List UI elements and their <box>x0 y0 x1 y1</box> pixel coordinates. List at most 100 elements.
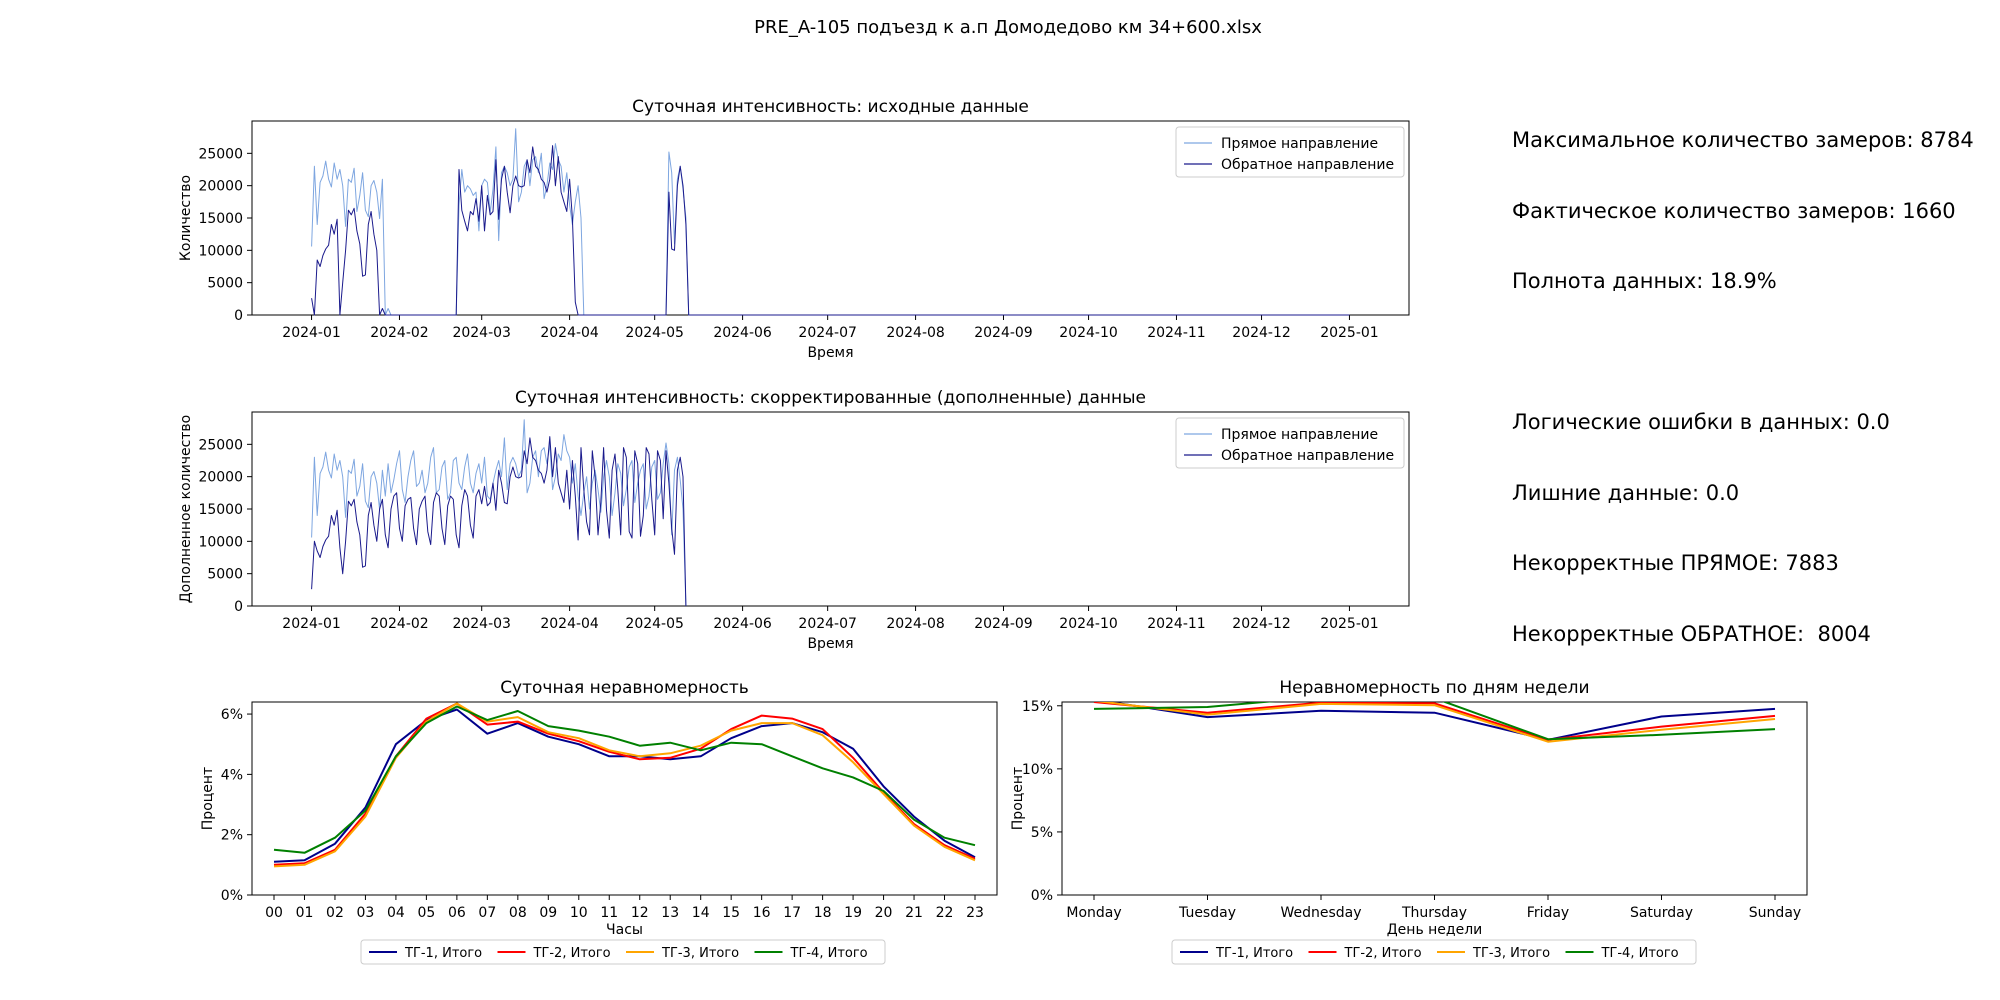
series-line-ТГ-4, Итого <box>1093 702 1776 741</box>
x-tick-label: 08 <box>509 905 527 921</box>
y-axis-label: Процент <box>200 767 216 830</box>
x-tick-label: 12 <box>631 905 649 921</box>
stats-panel: Максимальное количество замеров: 8784 Фа… <box>1512 82 1974 670</box>
x-tick-label: Tuesday <box>1178 905 1236 921</box>
x-tick-label: 2024-10 <box>1059 325 1118 341</box>
legend-box <box>1175 126 1405 178</box>
x-tick-label: Sunday <box>1749 905 1801 921</box>
y-tick-label: 0% <box>221 888 243 904</box>
x-tick-label: 16 <box>753 905 771 921</box>
x-tick-label: 2024-12 <box>1232 616 1291 632</box>
x-tick-label: 2024-12 <box>1232 325 1291 341</box>
stat-max-measurements: Максимальное количество замеров: 8784 <box>1512 128 1974 152</box>
legend-label: Обратное направление <box>1221 448 1394 464</box>
x-tick-label: 2024-01 <box>282 325 341 341</box>
y-tick-label: 15% <box>1022 699 1053 715</box>
x-tick-label: 2024-03 <box>452 325 511 341</box>
x-tick-label: 2024-02 <box>370 616 429 632</box>
legend-label: ТГ-3, Итого <box>661 946 739 961</box>
x-tick-label: 03 <box>357 905 375 921</box>
legend-label: ТГ-2, Итого <box>1344 946 1422 961</box>
stat-incorrect-forward: Некорректные ПРЯМОЕ: 7883 <box>1512 551 1839 575</box>
y-tick-label: 25000 <box>198 146 243 162</box>
y-axis-label: Дополненное количество <box>178 415 194 604</box>
y-tick-label: 4% <box>221 767 243 783</box>
x-tick-label: 2025-01 <box>1320 325 1379 341</box>
chart-title: Суточная интенсивность: скорректированны… <box>515 388 1146 408</box>
series-line-ТГ-1, Итого <box>1103 702 1776 741</box>
chart-weekday-unevenness: Неравномерность по дням недели Monday Tues… <box>1010 678 1808 965</box>
legend-label: ТГ-4, Итого <box>790 946 868 961</box>
x-tick-label: 19 <box>844 905 862 921</box>
series-forward-line <box>311 419 687 607</box>
legend-label: ТГ-3, Итого <box>1472 946 1550 961</box>
x-tick-label: 17 <box>783 905 801 921</box>
x-tick-label: 2024-06 <box>713 325 772 341</box>
x-tick-label: 2025-01 <box>1320 616 1379 632</box>
x-tick-label: 2024-06 <box>713 616 772 632</box>
x-tick-label: 2024-05 <box>625 616 684 632</box>
x-tick-label: Wednesday <box>1280 905 1361 921</box>
x-tick-label: Friday <box>1527 905 1569 921</box>
y-tick-label: 20000 <box>198 470 243 486</box>
x-tick-label: 02 <box>326 905 344 921</box>
x-axis-label: Время <box>807 636 853 652</box>
x-axis-label: День недели <box>1387 922 1483 938</box>
x-tick-label: 2024-11 <box>1147 616 1206 632</box>
series-reverse-line <box>311 145 1350 316</box>
chart-raw-daily-intensity: Суточная интенсивность: исходные данные 2… <box>178 97 1410 361</box>
x-axis-label: Часы <box>606 922 643 938</box>
series-line-ТГ-4, Итого <box>273 705 976 854</box>
plot-frame <box>1061 701 1808 896</box>
stat-actual-measurements: Фактическое количество замеров: 1660 <box>1512 198 1956 223</box>
x-tick-label: 04 <box>387 905 405 921</box>
x-tick-label: 10 <box>570 905 588 921</box>
x-tick-label: 09 <box>539 905 557 921</box>
y-tick-label: 5% <box>1031 825 1053 841</box>
chart-hourly-unevenness: Суточная неравномерность 00 01 02 03 04 05 06 07… <box>200 678 998 965</box>
y-tick-label: 10000 <box>198 534 243 550</box>
stat-logic-errors: Логические ошибки в данных: 0.0 <box>1512 410 1890 434</box>
x-tick-label: 07 <box>478 905 496 921</box>
stat-extra-data: Лишние данные: 0.0 <box>1512 480 1740 505</box>
y-tick-label: 10% <box>1022 762 1053 778</box>
chart-title: Суточная интенсивность: исходные данные <box>632 97 1029 117</box>
legend-box <box>360 939 886 965</box>
x-tick-label: 2024-07 <box>798 616 857 632</box>
y-tick-label: 0 <box>234 599 243 615</box>
series-line-ТГ-3, Итого <box>1096 702 1776 743</box>
x-tick-label: 2024-01 <box>282 616 341 632</box>
x-tick-label: Thursday <box>1401 905 1467 921</box>
x-tick-label: 2024-04 <box>540 325 599 341</box>
y-tick-label: 20000 <box>198 179 243 195</box>
chart-title: Неравномерность по дням недели <box>1279 678 1589 698</box>
x-tick-label: 11 <box>600 905 618 921</box>
x-tick-label: 2024-09 <box>974 616 1033 632</box>
legend-box <box>1171 939 1697 965</box>
x-tick-label: 21 <box>905 905 923 921</box>
legend-label: Прямое направление <box>1221 136 1378 152</box>
legend-label: ТГ-2, Итого <box>533 946 611 961</box>
x-tick-label: 06 <box>448 905 466 921</box>
x-tick-label: 2024-09 <box>974 325 1033 341</box>
x-tick-label: 2024-11 <box>1147 325 1206 341</box>
y-tick-label: 6% <box>221 707 243 723</box>
x-tick-label: 2024-05 <box>625 325 684 341</box>
y-tick-label: 15000 <box>198 502 243 518</box>
x-tick-label: 2024-08 <box>886 616 945 632</box>
legend-label: ТГ-4, Итого <box>1601 946 1679 961</box>
x-tick-label: 2024-08 <box>886 325 945 341</box>
figure-title: PRE_A-105 подъезд к а.п Домодедово км 34… <box>754 17 1262 38</box>
chart-title: Суточная неравномерность <box>500 678 749 698</box>
legend-label: Обратное направление <box>1221 157 1394 173</box>
y-axis-label: Количество <box>178 175 194 261</box>
series-reverse-line <box>311 436 687 607</box>
y-tick-label: 0% <box>1031 888 1053 904</box>
y-tick-label: 25000 <box>198 437 243 453</box>
x-tick-label: 2024-04 <box>540 616 599 632</box>
stat-completeness: Полнота данных: 18.9% <box>1512 269 1777 293</box>
legend-label: ТГ-1, Итого <box>1215 946 1293 961</box>
x-tick-label: 23 <box>966 905 984 921</box>
y-axis-label: Процент <box>1010 767 1026 830</box>
